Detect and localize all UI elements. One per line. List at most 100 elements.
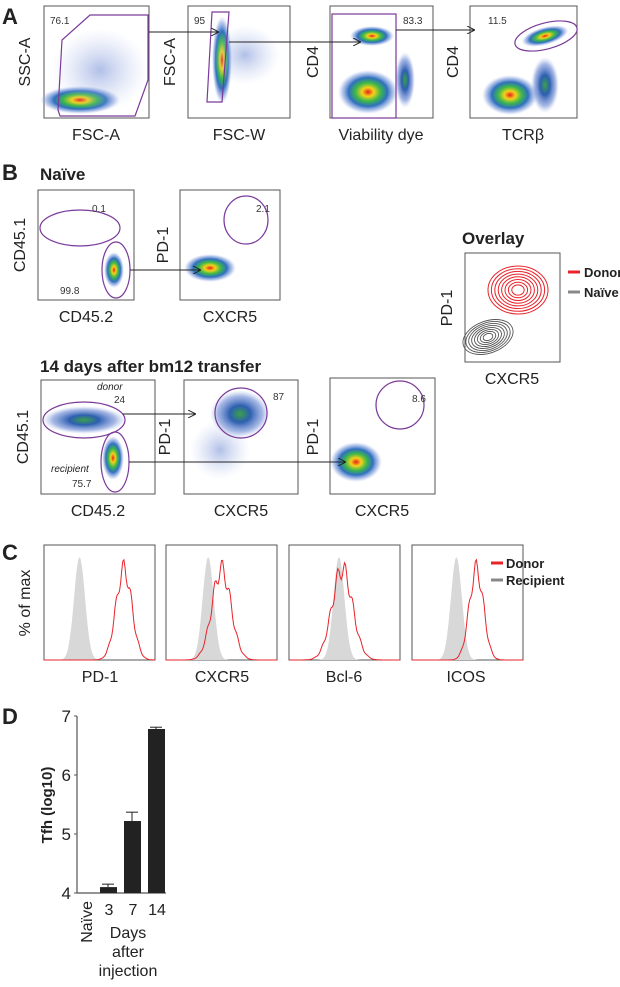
contour-line (465, 321, 511, 353)
x-axis-label-line: after (112, 944, 145, 961)
legend-naive: Naïve (584, 285, 619, 300)
panel-a-plot-2: 95 FSC-A FSC-W (162, 5, 291, 144)
overlay-title: Overlay (462, 229, 525, 248)
gate-value: 87 (273, 392, 285, 403)
panel-b-label: B (2, 160, 18, 185)
recipient-histogram (289, 557, 400, 660)
x-axis-label: CD45.2 (59, 309, 113, 326)
density-population (531, 57, 559, 113)
gate-value: 2.1 (256, 204, 270, 215)
histograms (43, 544, 524, 661)
y-tick-label: 6 (62, 766, 71, 785)
density-population (190, 420, 250, 480)
x-tick-label: 3 (105, 902, 114, 919)
overlay-plot: Overlay PD-1 CXCR5 Donor Naïve (439, 229, 620, 388)
density-population (210, 25, 280, 85)
panel-a-plot-1: 76.1 SSC-A FSC-A (17, 5, 150, 144)
y-axis-label: Tfh (log10) (39, 767, 56, 844)
panel-a-label: A (2, 4, 18, 29)
y-axis-label: CD4 (305, 46, 322, 78)
gate-donor (42, 401, 126, 439)
gate (57, 14, 149, 117)
gate-value: 83.3 (403, 16, 423, 27)
density-population (184, 254, 236, 282)
y-axis-label: PD-1 (439, 290, 456, 327)
x-axis-label: CXCR5 (485, 371, 539, 388)
gate-value: 95 (194, 16, 206, 27)
contour-line (471, 325, 505, 349)
legend-donor: Donor (506, 556, 544, 571)
density-population (52, 28, 148, 112)
donor-value: 24 (114, 395, 126, 406)
x-axis-label: CXCR5 (214, 503, 268, 520)
naive-plot-1: 0.1 99.8 CD45.1 CD45.2 (12, 189, 135, 326)
y-tick-label: 7 (62, 707, 71, 726)
x-axis-label: CD45.2 (71, 503, 125, 520)
bar (148, 728, 165, 893)
contour-line (479, 330, 497, 344)
contour-line (501, 276, 535, 304)
recipient-histogram (44, 557, 155, 660)
gate-value: 0.1 (92, 204, 106, 215)
panel-a-plot-4: 11.5 CD4 TCRβ (445, 5, 578, 144)
histogram-plot (43, 544, 156, 661)
x-axis-label-line: injection (99, 963, 158, 980)
x-axis-label-line: Days (110, 925, 146, 942)
density-population (350, 26, 394, 46)
naive-plot-2: 2.1 PD-1 CXCR5 (155, 189, 281, 326)
y-tick-label: 5 (62, 825, 71, 844)
gate (375, 380, 425, 430)
density-population (482, 75, 538, 115)
contour-line (468, 323, 508, 351)
naive-contours (462, 319, 514, 355)
donor-histogram (412, 558, 523, 661)
transfer-title: 14 days after bm12 transfer (40, 357, 261, 376)
contour-line (476, 328, 500, 346)
legend-recipient: Recipient (506, 573, 565, 588)
x-tick-label: Naïve (79, 901, 96, 943)
legend-donor: Donor (584, 265, 620, 280)
contour-line (504, 279, 532, 301)
x-tick-label: 14 (148, 902, 166, 919)
contour-line (490, 268, 546, 312)
x-axis-label: FSC-A (72, 127, 120, 144)
density-population (104, 252, 124, 288)
x-axis-label: Viability dye (338, 127, 423, 144)
y-axis-label: CD45.1 (15, 410, 32, 464)
density-population (330, 442, 382, 482)
y-axis-label: % of max (17, 570, 34, 637)
gate-value: 76.1 (50, 16, 70, 27)
gate (39, 209, 121, 247)
gate (514, 20, 578, 52)
x-axis-label: ICOS (446, 669, 485, 686)
gate (206, 11, 230, 103)
transfer-plot-2: 87 PD-1 CXCR5 (157, 379, 299, 520)
bar (124, 821, 141, 893)
x-axis-label: CXCR5 (203, 309, 257, 326)
y-axis-label: CD4 (445, 46, 462, 78)
contour-line (487, 265, 549, 315)
panel-c-label: C (2, 540, 18, 565)
x-axis-label: PD-1 (82, 669, 119, 686)
gate (331, 13, 397, 119)
donor-label: donor (97, 382, 123, 393)
bar (100, 887, 117, 893)
y-tick-label: 4 (62, 884, 71, 903)
transfer-plot-1: donor 24 recipient 75.7 CD45.1 CD45.2 (15, 379, 156, 520)
density-population (521, 25, 569, 47)
contour-line (507, 281, 529, 299)
contour-line (494, 270, 542, 310)
density-population (338, 70, 398, 114)
donor-histogram (44, 558, 156, 661)
density-population (102, 436, 124, 480)
contour-line (462, 319, 514, 355)
density-population (42, 406, 126, 434)
gate (214, 387, 268, 439)
recipient-label: recipient (51, 464, 90, 475)
gate-value: 99.8 (60, 286, 80, 297)
y-axis-label: PD-1 (157, 419, 174, 456)
contour-line (474, 326, 502, 348)
contour-line (511, 284, 525, 296)
